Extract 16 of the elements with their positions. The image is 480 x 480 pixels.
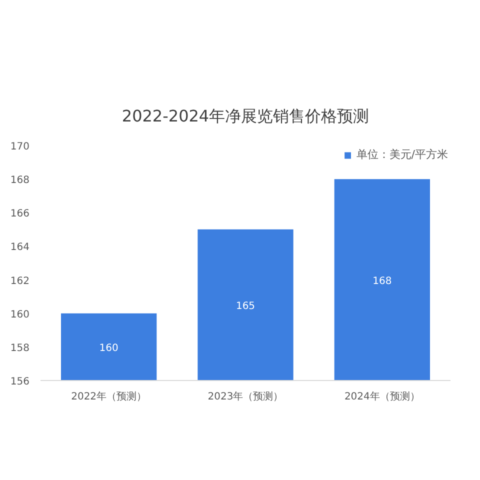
y-tick-label: 160 [10,309,30,320]
x-tick-label: 2022年（预测） [71,390,147,402]
y-tick-label: 168 [10,175,30,186]
chart-title: 2022-2024年净展览销售价格预测 [122,106,370,126]
y-tick-label: 162 [10,276,30,287]
legend-label: 单位：美元/平方米 [356,147,448,162]
x-tick-label: 2024年（预测） [344,390,420,402]
y-tick-label: 164 [10,242,30,254]
y-tick-label: 156 [10,376,30,388]
y-tick-label: 158 [10,342,30,354]
data-label: 160 [99,342,118,354]
data-label: 168 [372,276,392,287]
y-tick-label: 170 [10,142,30,152]
x-tick-label: 2023年（预测） [208,390,284,402]
y-tick-label: 166 [10,208,30,220]
data-label: 165 [236,300,256,312]
